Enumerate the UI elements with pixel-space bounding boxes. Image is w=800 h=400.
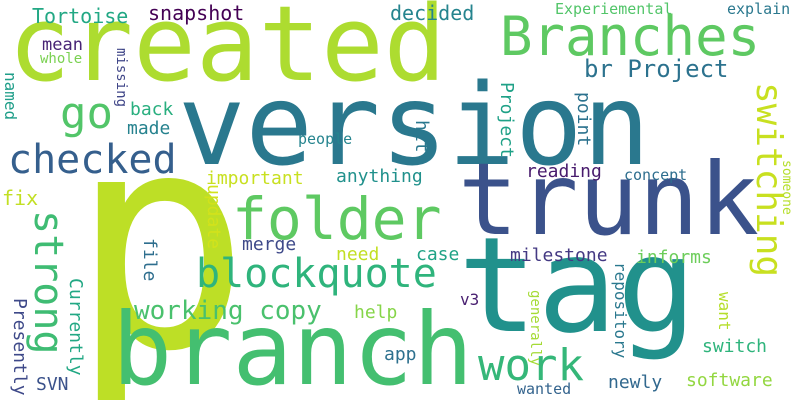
word-branches: Branches [500,5,761,68]
word-people: people [298,130,353,148]
word-go: go [60,88,113,139]
word-project: Project [496,82,517,158]
word-reading: reading [526,161,602,182]
word-branch: branch [112,291,474,400]
word-point: point [573,92,594,147]
word-update: update [203,184,224,250]
word-tortoise: Tortoise [32,4,129,28]
word-decided: decided [390,1,475,25]
word-whole: whole [40,51,83,67]
word-br-project: br Project [584,55,729,83]
word-need: need [336,244,380,265]
word-svn: SVN [36,374,69,395]
word-strong: strong [25,210,71,355]
word-newly: newly [608,372,663,393]
word-hit: hit [411,120,432,153]
word-wanted: wanted [517,380,572,398]
word-switching: switching [748,82,789,278]
word-file: file [139,238,160,282]
word-blockquote: blockquote [196,251,437,297]
word-switch: switch [702,336,768,357]
word-want: want [715,292,734,331]
word-checked: checked [8,137,177,183]
word-mean: mean [42,35,83,55]
word-trunk: trunk [458,141,760,258]
word-p: p [70,68,251,400]
word-help: help [354,302,398,323]
word-presently: Presently [9,298,30,396]
word-merge: merge [242,234,297,255]
word-generally: generally [527,290,543,366]
word-working-copy: working copy [134,296,322,326]
word-fix: fix [2,186,39,210]
word-milestone: milestone [510,245,608,266]
word-informs: informs [636,247,712,268]
word-someone: someone [779,160,794,215]
word-app: app [384,344,417,365]
word-case: case [416,244,460,265]
word-missing: missing [113,48,129,108]
word-software: software [686,370,773,391]
word-important: important [206,168,304,189]
word-tag: tag [458,209,697,363]
word-anything: anything [336,166,423,187]
word-v3: v3 [460,290,480,309]
word-folder: folder [232,185,442,253]
word-concept: concept [624,166,688,184]
word-made: made [127,118,171,139]
word-snapshot: snapshot [148,1,245,25]
word-experiemental: Experiemental [555,0,673,18]
word-created: created [8,0,447,105]
word-version: version [178,61,651,191]
word-repository: repository [611,262,630,359]
word-back: back [130,99,174,120]
word-currently: Currently [65,278,86,376]
word-work: work [478,340,584,391]
word-named: named [1,72,20,121]
word-explain: explain [727,0,791,18]
